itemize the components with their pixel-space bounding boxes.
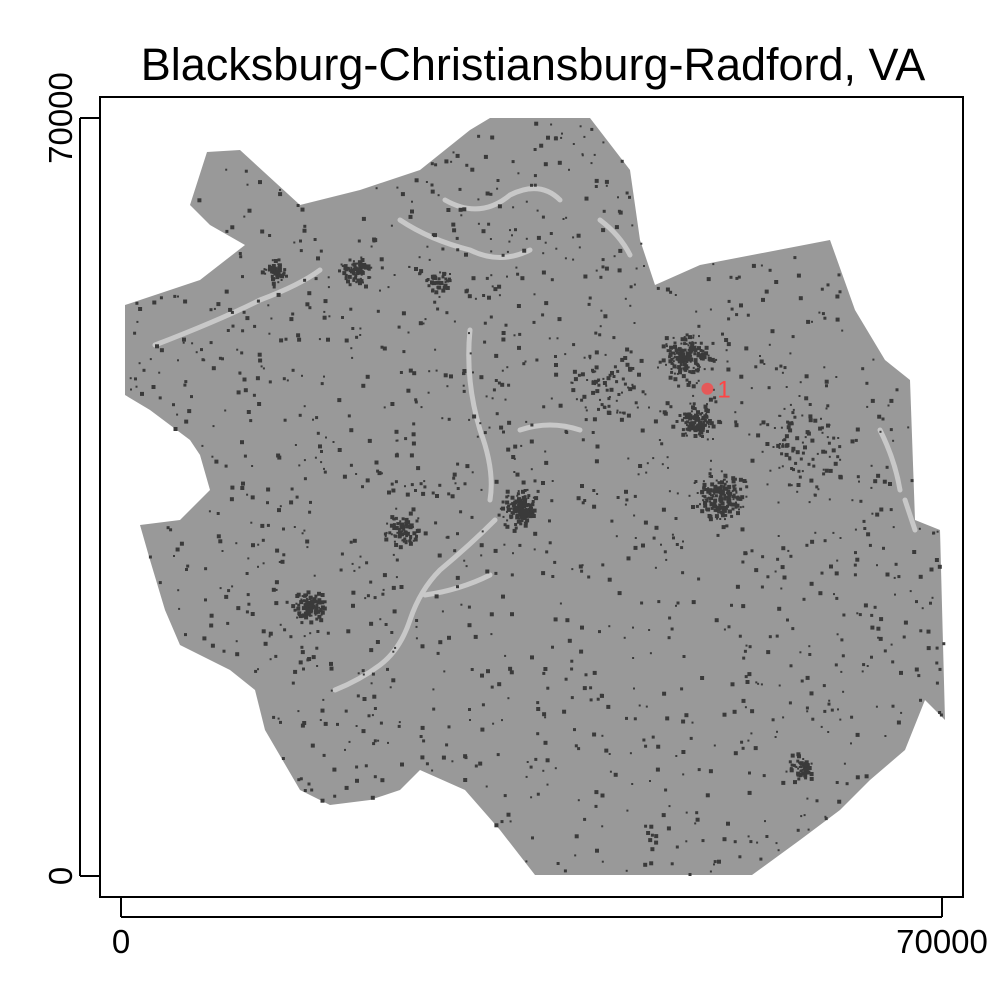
development-pixels bbox=[129, 121, 946, 876]
y-tick-label-min: 0 bbox=[42, 867, 79, 885]
y-tick-label-max: 70000 bbox=[42, 72, 79, 164]
plot-frame bbox=[99, 96, 964, 898]
map-content: 1 bbox=[125, 118, 946, 876]
marker-label: 1 bbox=[717, 377, 730, 404]
x-tick-label-max: 70000 bbox=[896, 923, 988, 960]
marker-point bbox=[701, 382, 714, 395]
x-axis: 0 70000 bbox=[112, 897, 988, 960]
x-tick-label-min: 0 bbox=[112, 923, 130, 960]
map-title: Blacksburg-Christiansburg-Radford, VA bbox=[141, 39, 926, 90]
map-markers: 1 bbox=[701, 377, 731, 404]
y-axis: 70000 0 bbox=[42, 72, 100, 885]
